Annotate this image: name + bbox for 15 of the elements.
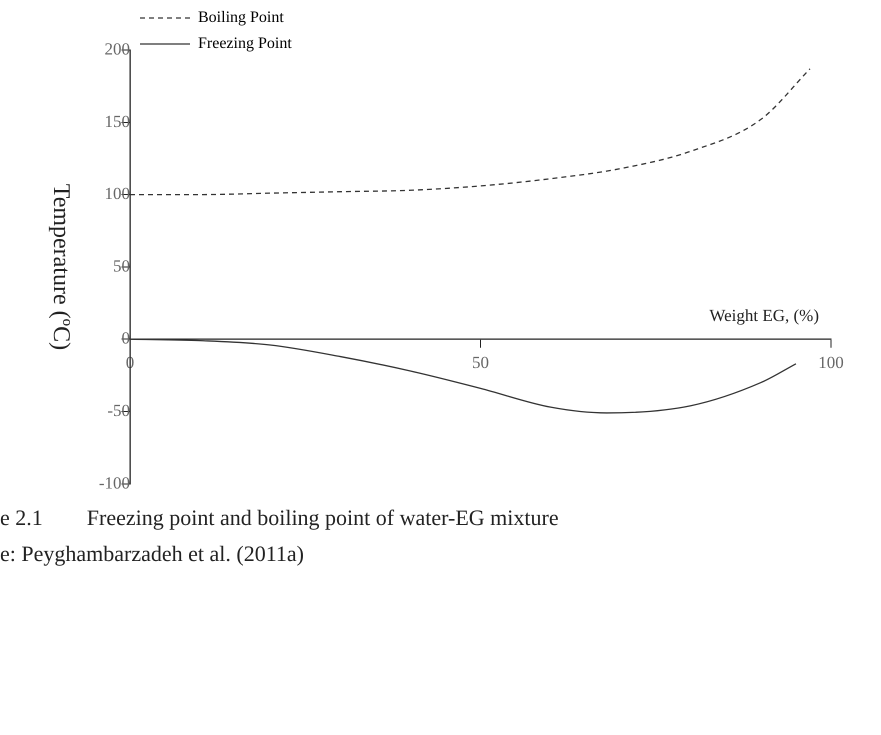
y-tick-label: 50 xyxy=(113,256,130,276)
x-tick-label: 50 xyxy=(472,352,489,372)
text: e 2.1 Freezing point and boiling point of water-EG mixture xyxy=(0,504,560,532)
x-axis-title: Weight EG, (%) xyxy=(709,306,819,326)
legend-label: Boiling Point xyxy=(198,9,284,26)
y-axis-title: Temperature (ºC) xyxy=(48,184,74,350)
x-tick-label: 100 xyxy=(818,352,844,372)
legend-label: Freezing Point xyxy=(198,35,292,52)
text: e: Peyghambarzadeh et al. (2011a) xyxy=(0,540,305,568)
y-tick-label: -50 xyxy=(107,400,130,420)
y-tick-label: 100 xyxy=(104,184,130,204)
y-tick-label: -100 xyxy=(98,473,130,492)
y-tick-label: 150 xyxy=(104,112,130,131)
y-tick-label: 200 xyxy=(104,39,130,58)
line-series xyxy=(130,68,811,196)
